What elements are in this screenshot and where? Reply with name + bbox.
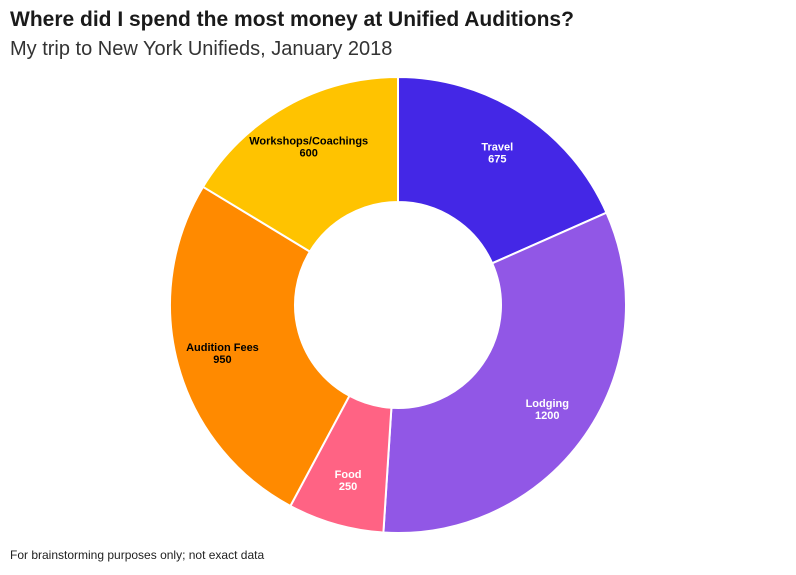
donut-slices [169,75,627,534]
slice-label-name: Travel [481,141,513,153]
slice-label-value: 1200 [535,410,559,422]
slice-label-value: 675 [488,153,506,165]
chart-title: Where did I spend the most money at Unif… [10,8,574,31]
slice-label-name: Workshops/Coachings [249,135,368,147]
slice-audition-fees [169,185,351,508]
slice-label-name: Audition Fees [186,342,259,354]
slice-label-workshops-coachings: Workshops/Coachings 600 [249,135,368,159]
slice-label-name: Lodging [526,398,569,410]
slice-label-travel: Travel 675 [481,141,513,165]
slice-workshops-coachings [201,75,399,253]
footnote: For brainstorming purposes only; not exa… [10,548,265,562]
slice-label-value: 250 [339,481,357,493]
slice-labels: Travel 675 Lodging 1200 Food 250 Audition Fees… [186,135,569,493]
slice-label-lodging: Lodging 1200 [526,398,569,422]
slice-label-food: Food 250 [335,469,362,493]
slice-lodging [382,211,627,534]
chart-subtitle: My trip to New York Unifieds, January 20… [10,38,393,60]
slice-travel [397,75,608,265]
slice-label-name: Food [335,469,362,481]
slice-label-value: 950 [213,354,231,366]
slice-label-audition-fees: Audition Fees 950 [186,342,259,366]
slice-label-value: 600 [300,147,318,159]
